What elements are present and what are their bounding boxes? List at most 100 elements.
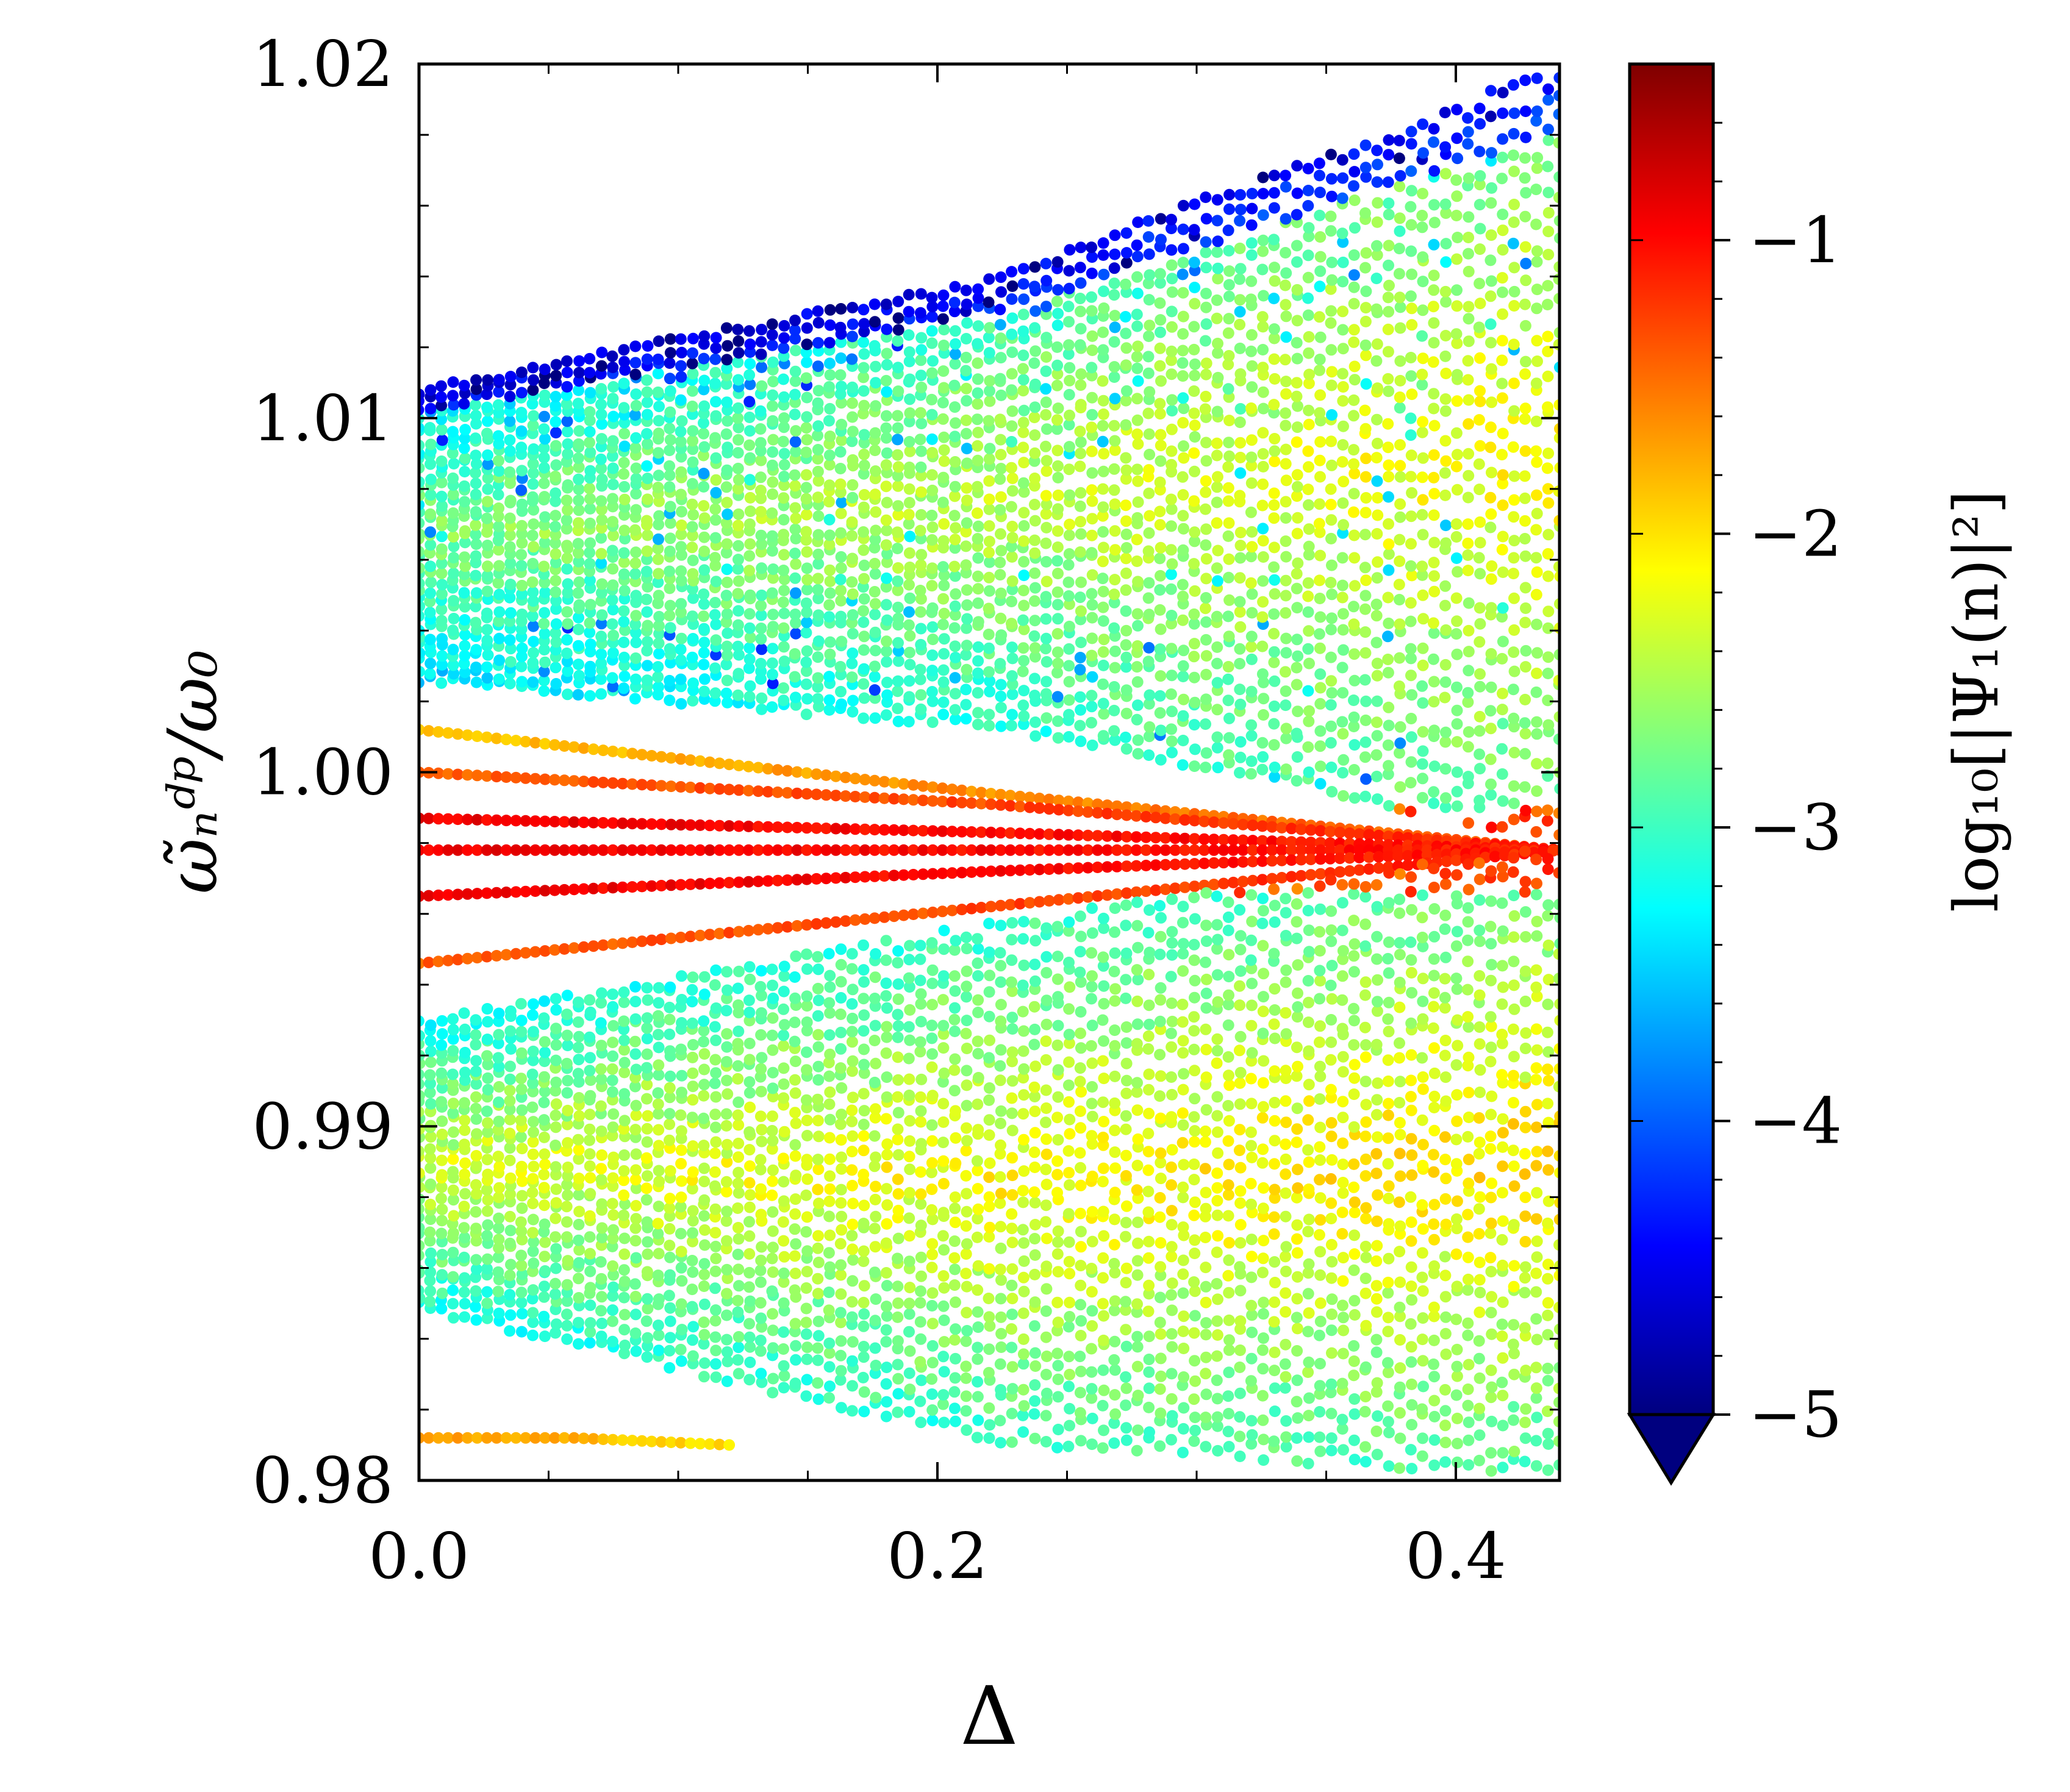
scatter-point bbox=[1439, 141, 1452, 153]
scatter-point bbox=[1143, 428, 1155, 440]
scatter-point bbox=[781, 921, 793, 933]
scatter-point bbox=[767, 668, 778, 680]
scatter-point bbox=[1370, 303, 1383, 315]
scatter-point bbox=[1291, 727, 1303, 740]
scatter-point bbox=[493, 1160, 506, 1173]
scatter-point bbox=[950, 588, 962, 600]
scatter-point bbox=[742, 760, 754, 773]
scatter-point bbox=[539, 885, 551, 897]
scatter-point bbox=[971, 413, 983, 426]
scatter-point bbox=[527, 1198, 539, 1210]
scatter-point bbox=[1314, 389, 1327, 401]
scatter-point bbox=[1276, 835, 1288, 848]
scatter-point bbox=[961, 482, 973, 494]
scatter-point bbox=[1200, 236, 1212, 248]
scatter-point bbox=[664, 1045, 676, 1057]
scatter-point bbox=[801, 584, 813, 596]
scatter-point bbox=[1222, 495, 1234, 507]
scatter-point bbox=[1268, 293, 1280, 304]
scatter-point bbox=[791, 920, 803, 932]
scatter-point bbox=[880, 422, 892, 434]
scatter-point bbox=[516, 609, 528, 620]
scatter-point bbox=[1005, 899, 1017, 911]
scatter-point bbox=[1531, 105, 1543, 117]
scatter-point bbox=[1189, 844, 1201, 856]
scatter-point bbox=[834, 661, 847, 673]
scatter-point bbox=[1188, 651, 1200, 663]
scatter-point bbox=[462, 844, 473, 856]
scatter-point bbox=[1014, 801, 1026, 813]
scatter-point bbox=[504, 1210, 516, 1223]
scatter-point bbox=[572, 640, 584, 652]
scatter-point bbox=[1360, 695, 1372, 707]
scatter-point bbox=[1131, 320, 1144, 332]
scatter-point bbox=[801, 356, 813, 368]
scatter-point bbox=[1097, 344, 1109, 356]
scatter-point bbox=[432, 955, 445, 968]
scatter-point bbox=[1109, 435, 1121, 447]
scatter-point bbox=[1303, 540, 1315, 552]
scatter-point bbox=[1530, 218, 1542, 230]
scatter-point bbox=[1257, 427, 1269, 439]
scatter-point bbox=[965, 844, 978, 856]
scatter-point bbox=[709, 1315, 722, 1327]
scatter-point bbox=[892, 410, 904, 422]
scatter-point bbox=[1427, 617, 1439, 629]
scatter-point bbox=[606, 350, 618, 362]
scatter-point bbox=[435, 1067, 448, 1079]
scatter-point bbox=[1086, 445, 1098, 457]
scatter-point bbox=[1508, 646, 1520, 659]
scatter-point bbox=[892, 335, 904, 347]
scatter-point bbox=[721, 674, 733, 687]
scatter-point bbox=[618, 1276, 631, 1288]
scatter-point bbox=[1405, 713, 1417, 724]
scatter-point bbox=[1542, 719, 1555, 731]
scatter-point bbox=[1256, 874, 1269, 886]
scatter-point bbox=[869, 568, 881, 580]
scatter-point bbox=[1256, 844, 1269, 856]
scatter-point bbox=[995, 799, 1007, 811]
scatter-point bbox=[687, 529, 698, 541]
scatter-point bbox=[1155, 569, 1166, 582]
scatter-point bbox=[1541, 299, 1553, 310]
scatter-point bbox=[903, 483, 915, 495]
scatter-point bbox=[607, 817, 619, 829]
scatter-point bbox=[642, 580, 654, 593]
scatter-point bbox=[1086, 690, 1098, 702]
scatter-point bbox=[868, 684, 881, 696]
scatter-point bbox=[663, 1290, 675, 1302]
scatter-point bbox=[626, 818, 639, 830]
scatter-point bbox=[1086, 362, 1098, 374]
scatter-point bbox=[687, 443, 699, 455]
scatter-point bbox=[1043, 894, 1055, 907]
scatter-point bbox=[995, 844, 1007, 856]
scatter-point bbox=[664, 582, 676, 594]
scatter-point bbox=[1428, 136, 1439, 148]
scatter-point bbox=[425, 473, 437, 485]
scatter-point bbox=[1198, 857, 1210, 869]
scatter-point bbox=[995, 449, 1007, 461]
scatter-point bbox=[607, 1224, 620, 1236]
scatter-point bbox=[1245, 630, 1258, 643]
scatter-point bbox=[1519, 616, 1531, 629]
scatter-point bbox=[762, 821, 774, 833]
scatter-point bbox=[459, 560, 471, 573]
scatter-point bbox=[1064, 362, 1076, 374]
scatter-point bbox=[458, 1286, 470, 1298]
scatter-point bbox=[1246, 588, 1258, 600]
scatter-point bbox=[698, 685, 711, 698]
scatter-point bbox=[948, 510, 961, 522]
scatter-point bbox=[870, 506, 882, 518]
scatter-point bbox=[584, 366, 596, 379]
scatter-point bbox=[1360, 773, 1372, 785]
scatter-point bbox=[926, 409, 938, 421]
scatter-point bbox=[675, 932, 687, 943]
scatter-point bbox=[732, 588, 744, 600]
scatter-point bbox=[1486, 466, 1497, 479]
scatter-point bbox=[481, 569, 493, 582]
scatter-point bbox=[432, 767, 445, 779]
scatter-point bbox=[1303, 499, 1314, 511]
scatter-point bbox=[1166, 394, 1178, 406]
scatter-point bbox=[1155, 234, 1167, 246]
scatter-point bbox=[1198, 833, 1210, 845]
